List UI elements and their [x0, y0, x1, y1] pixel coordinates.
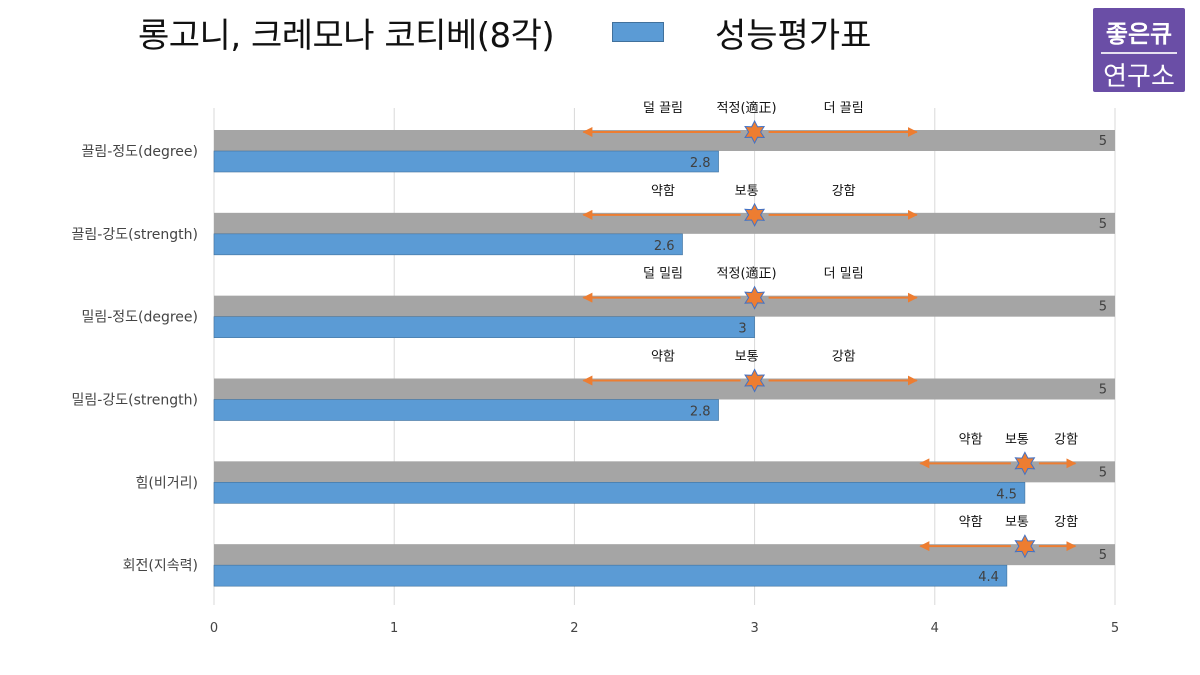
annotation-mid-label: 보통 [1005, 432, 1029, 447]
annotation-high-label: 강함 [1054, 515, 1078, 530]
x-tick-label: 4 [931, 621, 939, 636]
category-label: 힘(비거리) [136, 475, 198, 491]
category-label: 끌림-정도(degree) [81, 144, 198, 160]
annotation-mid-label: 보통 [735, 350, 759, 365]
annotation-high-label: 강함 [1054, 432, 1078, 447]
value-bar [213, 233, 683, 256]
category-label: 끌림-강도(strength) [72, 227, 198, 243]
value-bar [213, 482, 1026, 504]
value-bar [213, 399, 719, 421]
logo-divider [1101, 52, 1177, 54]
brand-logo: 좋은큐 연구소 [1093, 8, 1185, 92]
annotation-high-label: 더 밀림 [824, 267, 864, 282]
annotation-low-label: 약함 [959, 432, 983, 447]
x-tick-label: 3 [750, 621, 758, 636]
star-marker [744, 119, 766, 145]
value-bar [213, 564, 1008, 587]
annotation-low-label: 약함 [651, 184, 675, 199]
annotation-high-label: 강함 [832, 350, 856, 365]
value-bar-label: 2.8 [690, 156, 711, 171]
max-bar-label: 5 [1099, 548, 1107, 563]
x-tick-label: 2 [570, 621, 578, 636]
category-label: 밀림-강도(strength) [72, 393, 198, 409]
value-bar-label: 4.5 [996, 487, 1017, 502]
value-bar [213, 316, 755, 338]
max-bar [214, 295, 1115, 317]
star-marker [744, 285, 766, 310]
logo-line1: 좋은큐 [1105, 20, 1173, 48]
max-bar [214, 378, 1115, 400]
star-marker [744, 202, 766, 227]
star-marker [744, 368, 766, 393]
max-bar [214, 130, 1115, 151]
annotation-low-label: 약함 [651, 350, 675, 365]
max-bar-label: 5 [1099, 300, 1107, 315]
logo-line2: 연구소 [1103, 62, 1175, 92]
max-bar-label: 5 [1099, 465, 1107, 480]
star-marker [1014, 451, 1036, 476]
x-tick-label: 1 [390, 621, 398, 636]
chart-title: 롱고니, 크레모나 코티베(8각) [138, 16, 555, 56]
category-label: 밀림-정도(degree) [81, 310, 198, 326]
value-bar-label: 3 [738, 322, 746, 337]
max-bar [214, 212, 1115, 234]
x-tick-label: 5 [1111, 621, 1119, 636]
annotation-low-label: 약함 [959, 515, 983, 530]
category-label: 회전(지속력) [123, 558, 198, 574]
max-bar [214, 544, 1115, 566]
annotation-mid-label: 보통 [735, 184, 759, 199]
annotation-mid-label: 적정(適正) [717, 100, 777, 116]
value-bar-label: 2.6 [654, 239, 675, 254]
star-marker [1014, 534, 1036, 559]
x-tick-label: 0 [210, 621, 218, 636]
annotation-mid-label: 보통 [1005, 515, 1029, 530]
annotation-high-label: 강함 [832, 184, 856, 199]
value-bar-label: 2.8 [690, 405, 711, 420]
legend-swatch [612, 22, 664, 42]
value-bar [213, 150, 719, 173]
value-bar-label: 4.4 [978, 570, 999, 585]
max-bar-label: 5 [1099, 134, 1107, 149]
annotation-high-label: 더 끌림 [824, 101, 864, 116]
annotation-low-label: 덜 끌림 [643, 101, 683, 116]
max-bar-label: 5 [1099, 217, 1107, 232]
legend-label: 성능평가표 [715, 16, 872, 56]
annotation-low-label: 덜 밀림 [643, 267, 683, 282]
max-bar-label: 5 [1099, 383, 1107, 398]
annotation-mid-label: 적정(適正) [717, 266, 777, 282]
max-bar [214, 461, 1115, 483]
